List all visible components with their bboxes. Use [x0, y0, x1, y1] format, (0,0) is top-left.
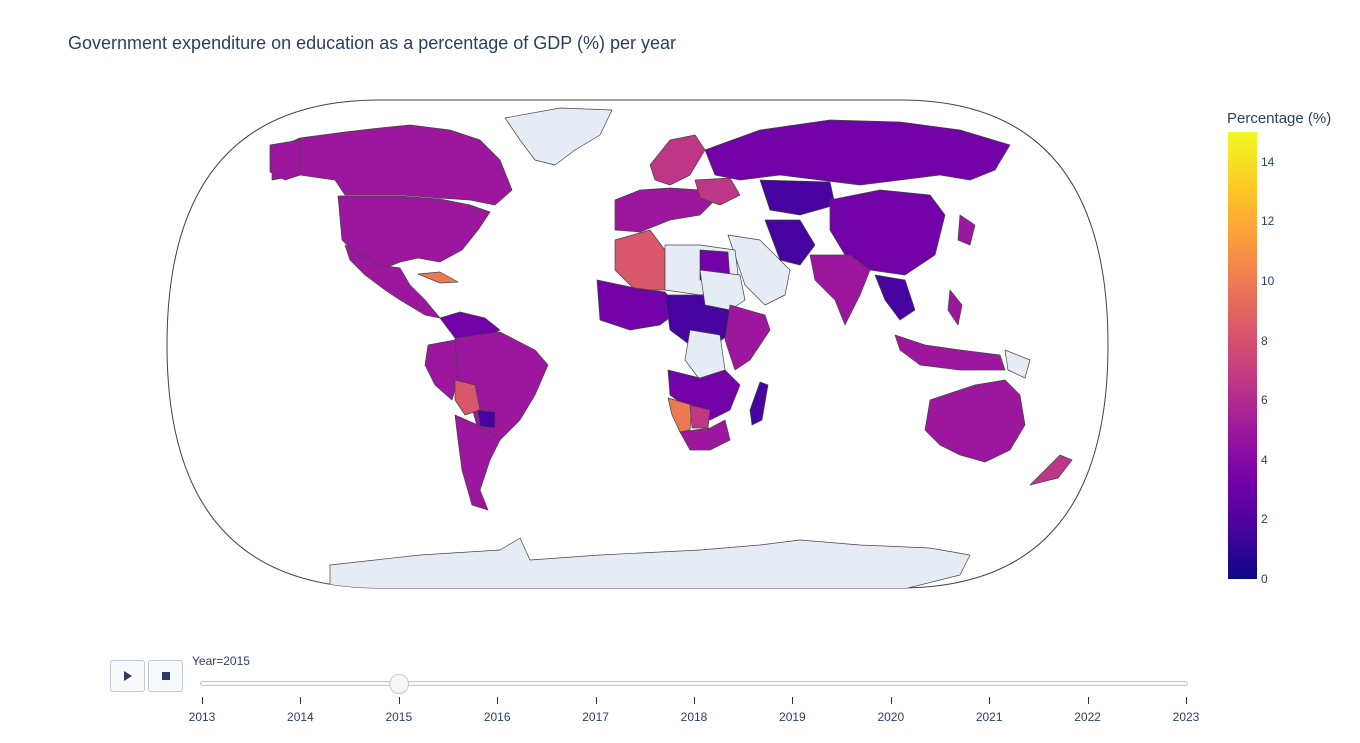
region-southern-africa[interactable]	[667, 369, 741, 421]
region-indonesia[interactable]	[894, 334, 1006, 371]
slider-tick-label[interactable]: 2016	[483, 710, 511, 724]
world-choropleth-map[interactable]	[0, 0, 1360, 620]
slider-tick	[1186, 697, 1187, 704]
region-south-africa[interactable]	[679, 419, 731, 451]
region-paraguay[interactable]	[477, 409, 496, 429]
region-sudan[interactable]	[699, 269, 746, 311]
play-button[interactable]	[110, 660, 145, 692]
region-australia[interactable]	[924, 379, 1026, 463]
colorbar-tick-label: 10	[1261, 274, 1275, 288]
slider-tick-label[interactable]: 2019	[779, 710, 806, 724]
region-canada[interactable]	[271, 124, 513, 206]
colorbar-tick-label: 6	[1261, 393, 1268, 408]
slider-tick-label[interactable]: 2022	[1074, 710, 1101, 724]
stop-button[interactable]	[148, 660, 183, 692]
colorbar-tick-label: 12	[1261, 214, 1275, 229]
region-argentina[interactable]	[454, 414, 501, 511]
region-scandinavia[interactable]	[649, 134, 706, 186]
colorbar-tick-label: 0	[1261, 572, 1268, 586]
slider-rail[interactable]	[200, 681, 1188, 686]
colorbar-tick-label: 8	[1261, 333, 1268, 348]
slider-tick-label[interactable]: 2023	[1172, 710, 1200, 724]
colorbar-tick-label: 4	[1261, 452, 1268, 467]
region-greenland[interactable]	[504, 107, 613, 166]
slider-tick-label[interactable]: 2018	[680, 710, 708, 724]
region-kazakhstan[interactable]	[759, 179, 836, 216]
colorbar-title: Percentage (%)	[1227, 110, 1332, 127]
region-png[interactable]	[1004, 349, 1031, 379]
slider-tick	[989, 697, 991, 704]
region-japan[interactable]	[957, 214, 976, 246]
stop-icon	[161, 672, 170, 680]
slider-tick	[1087, 697, 1089, 704]
slider-tick-label[interactable]: 2013	[188, 710, 216, 724]
slider-tick	[890, 697, 892, 704]
region-antarctica[interactable]	[329, 537, 971, 590]
colorbar-tick-label: 2	[1261, 512, 1268, 527]
slider-tick-label[interactable]: 2017	[582, 710, 609, 724]
slider-tick	[300, 697, 302, 704]
slider-current-value-label: Year=2015	[192, 654, 250, 668]
region-china[interactable]	[829, 189, 946, 276]
slider-tick-label[interactable]: 2015	[385, 710, 413, 724]
slider-tick	[202, 697, 203, 704]
colorbar	[1228, 132, 1257, 579]
region-iran[interactable]	[764, 219, 816, 266]
region-india[interactable]	[809, 254, 871, 326]
region-peru[interactable]	[424, 339, 459, 401]
region-mexico[interactable]	[344, 244, 441, 319]
region-southeast-asia[interactable]	[874, 274, 916, 321]
region-eastern-europe[interactable]	[694, 177, 741, 206]
slider-tick	[497, 697, 499, 704]
region-bolivia[interactable]	[454, 379, 481, 416]
slider-tick	[398, 697, 400, 704]
slider-tick	[595, 697, 597, 704]
slider-tick	[792, 697, 794, 704]
region-cuba[interactable]	[417, 271, 459, 284]
region-philippines[interactable]	[947, 289, 963, 326]
region-arabia[interactable]	[727, 234, 791, 306]
play-icon	[123, 671, 132, 681]
slider-tick-label[interactable]: 2014	[287, 710, 314, 724]
region-alaska[interactable]	[269, 139, 301, 181]
region-western-europe[interactable]	[614, 187, 716, 233]
region-russia[interactable]	[704, 119, 1011, 186]
slider-handle[interactable]	[388, 674, 409, 694]
slider-tick	[694, 697, 695, 704]
chart-title: Government expenditure on education as a…	[68, 33, 677, 53]
slider-tick-label[interactable]: 2021	[975, 710, 1003, 724]
region-east-africa[interactable]	[724, 304, 771, 371]
region-madagascar[interactable]	[749, 381, 769, 426]
colorbar-tick-label: 14	[1261, 154, 1275, 169]
slider-tick-label[interactable]: 2020	[877, 710, 905, 724]
region-new-zealand[interactable]	[1029, 454, 1073, 486]
